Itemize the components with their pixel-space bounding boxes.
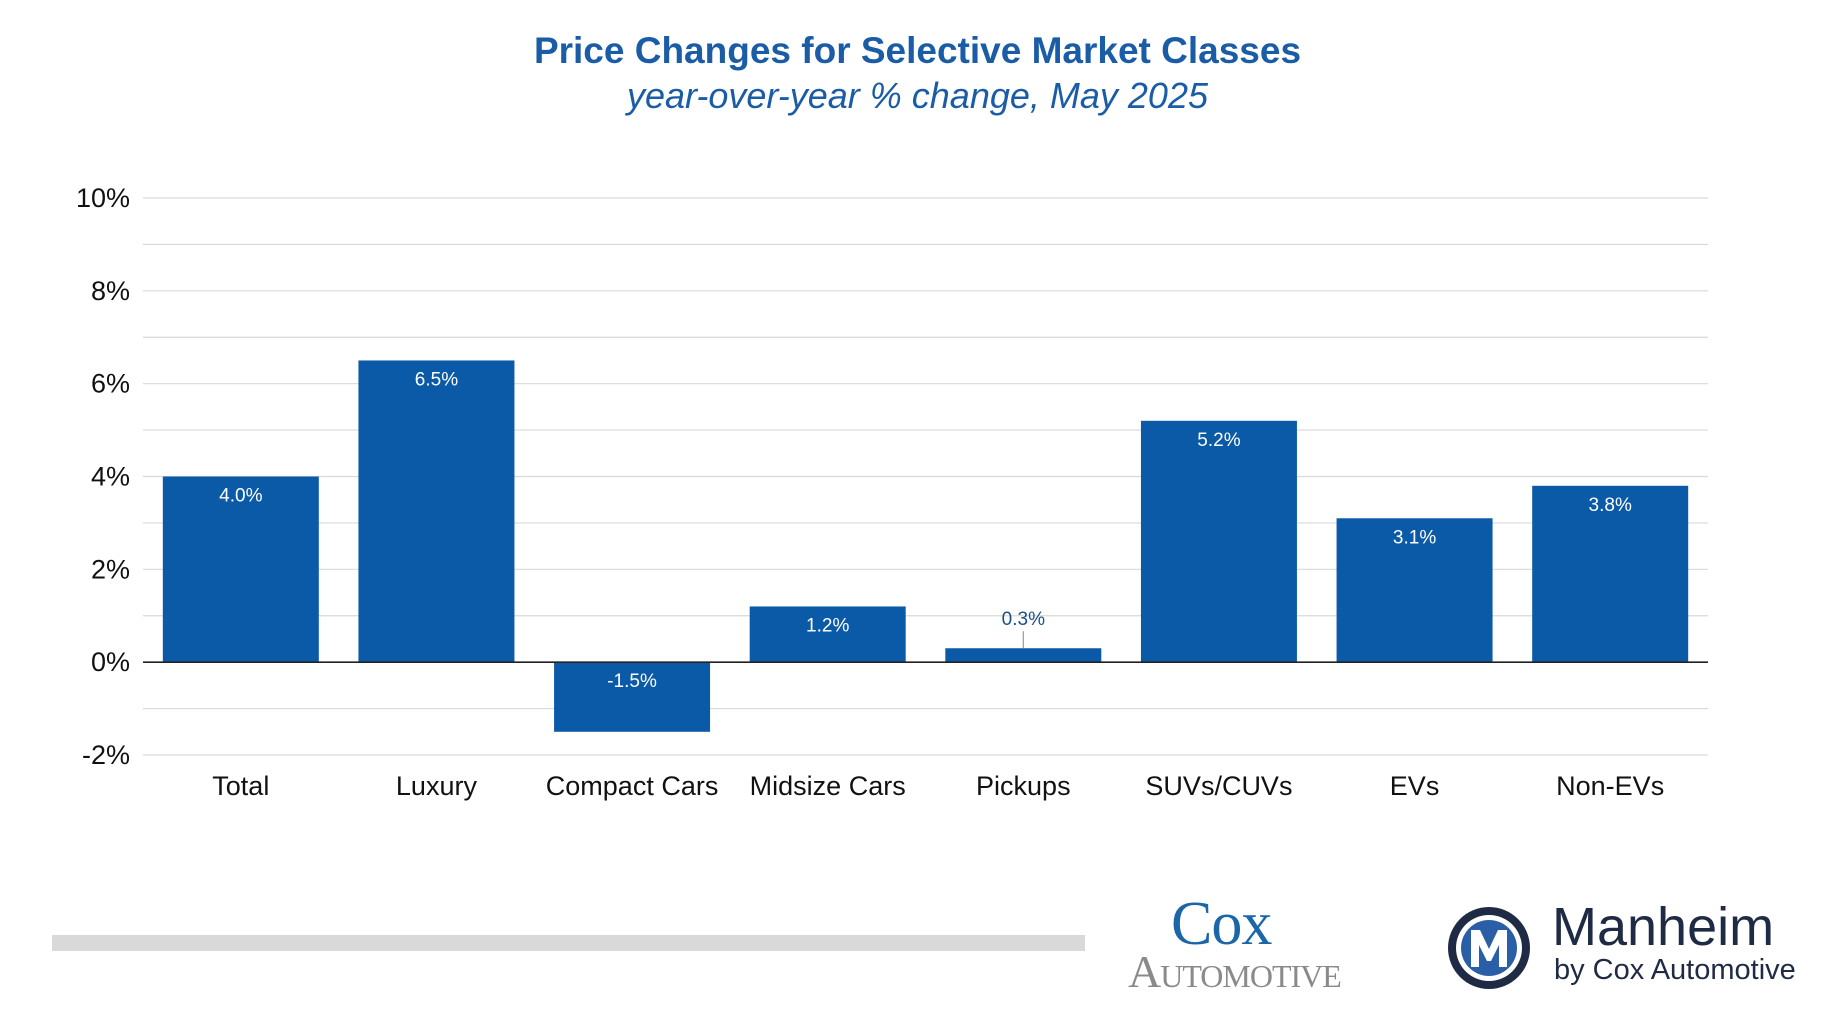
x-category-label: EVs <box>1390 771 1440 801</box>
bar <box>945 648 1102 663</box>
x-category-label: Non-EVs <box>1556 771 1664 801</box>
bar <box>749 606 906 663</box>
data-label: 3.1% <box>1393 527 1436 548</box>
data-label: 0.3% <box>1002 609 1045 630</box>
y-tick-label: -2% <box>82 740 130 770</box>
data-label: 5.2% <box>1197 430 1240 451</box>
cox-automotive-logo: Cox Automotive <box>1128 893 1413 1003</box>
data-label: -1.5% <box>607 671 657 692</box>
bar <box>1336 518 1493 663</box>
chart-title: Price Changes for Selective Market Class… <box>533 30 1302 71</box>
y-tick-label: 0% <box>91 647 130 677</box>
data-label: 6.5% <box>415 369 458 390</box>
x-category-label: SUVs/CUVs <box>1145 771 1292 801</box>
bar <box>554 662 711 732</box>
manheim-logo: Manheim by Cox Automotive <box>1446 900 1816 1000</box>
chart-subtitle: year-over-year % change, May 2025 <box>627 75 1208 116</box>
x-category-label: Pickups <box>976 771 1071 801</box>
y-tick-label: 10% <box>76 183 130 213</box>
data-label: 3.8% <box>1589 495 1632 516</box>
footer-divider <box>52 935 1085 951</box>
y-tick-label: 6% <box>91 369 130 399</box>
x-category-label: Compact Cars <box>546 771 719 801</box>
bar <box>358 360 515 663</box>
x-category-label: Midsize Cars <box>750 771 906 801</box>
bar <box>1532 485 1689 663</box>
y-tick-label: 2% <box>91 554 130 584</box>
data-label: 4.0% <box>219 486 262 507</box>
y-tick-label: 8% <box>91 276 130 306</box>
data-label: 1.2% <box>806 615 849 636</box>
y-tick-label: 4% <box>91 462 130 492</box>
manheim-logo-tagline: by Cox Automotive <box>1554 954 1796 986</box>
x-category-label: Total <box>212 771 269 801</box>
cox-logo-automotive: Automotive <box>1128 946 1342 997</box>
manheim-m-icon <box>1448 907 1530 989</box>
bar <box>162 476 319 663</box>
cox-logo-word: Cox <box>1171 890 1272 958</box>
manheim-logo-word: Manheim <box>1552 897 1775 957</box>
x-category-label: Luxury <box>396 771 478 801</box>
bar <box>1140 420 1297 663</box>
